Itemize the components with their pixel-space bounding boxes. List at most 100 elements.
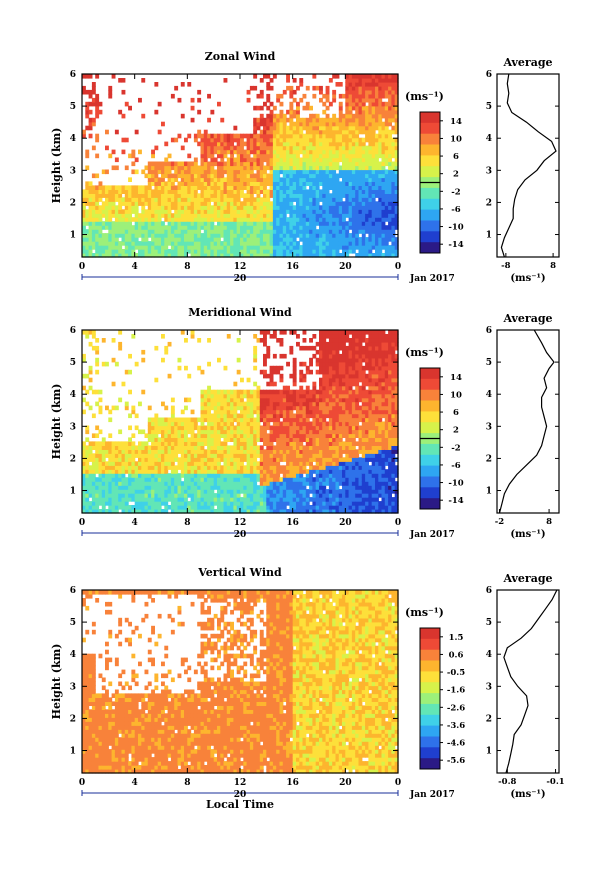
heatmap-cell [226,237,231,242]
heatmap-cell [101,449,106,454]
heatmap-cell [210,449,215,454]
heatmap-cell [375,93,379,99]
heatmap-cell [282,129,287,135]
heatmap-cell [164,241,169,246]
heatmap-cell [128,477,132,482]
heatmap-cell [282,225,287,230]
heatmap-cell [253,493,258,498]
heatmap-cell [210,241,215,246]
heatmap-cell [210,389,215,395]
heatmap-cell [121,209,126,214]
heatmap-cell [88,509,93,514]
heatmap-cell [325,117,330,123]
heatmap-cell [266,177,271,182]
heatmap-cell [256,149,261,155]
heatmap-cell [272,225,277,230]
heatmap-cell [141,457,146,462]
heatmap-cell [381,85,386,91]
heatmap-cell [259,161,264,167]
heatmap-cell [223,449,228,454]
heatmap-cell [272,369,277,375]
heatmap-cell [249,241,254,246]
heatmap-cell [378,113,383,119]
heatmap-cell [180,417,185,423]
heatmap-cell [141,209,146,214]
heatmap-cell [161,181,165,186]
heatmap-cell [253,129,258,135]
heatmap-cell [177,213,182,218]
heatmap-cell [85,209,90,214]
heatmap-cell [266,465,271,470]
heatmap-cell [134,449,139,454]
heatmap-cell [131,509,136,514]
heatmap-cell [105,477,109,482]
heatmap-cell [177,249,182,254]
heatmap-cell [375,209,379,214]
heatmap-cell [305,157,310,163]
heatmap-cell [138,497,142,502]
heatmap-cell [217,417,221,423]
heatmap-cell [88,505,93,510]
heatmap-cell [269,433,274,438]
heatmap-cell [246,217,251,222]
heatmap-cell [108,485,113,490]
heatmap-cell [203,181,208,186]
heatmap-cell [282,193,287,198]
heatmap-cell [286,217,290,222]
heatmap-cell [371,193,376,198]
heatmap-cell [243,489,248,494]
heatmap-cell [226,177,231,182]
heatmap-cell [95,357,100,363]
heatmap-cell [253,153,258,159]
heatmap-cell [128,493,132,498]
heatmap-cell [249,469,254,474]
heatmap-cell [243,141,248,147]
heatmap-cell [296,113,300,119]
heatmap-cell [246,173,251,179]
heatmap-cell [351,133,356,139]
heatmap-cell [315,173,320,179]
heatmap-cell [355,233,360,238]
heatmap-cell [193,205,198,210]
heatmap-cell [335,193,340,198]
heatmap-cell [253,233,258,238]
heatmap-cell [342,205,346,210]
heatmap-cell [325,241,330,246]
heatmap-cell [282,437,287,442]
heatmap-cell [91,485,96,490]
heatmap-cell [263,193,267,198]
heatmap-cell [88,93,93,99]
heatmap-cell [289,217,294,222]
heatmap-cell [263,245,267,250]
heatmap-cell [164,157,169,163]
heatmap-cell [391,137,396,143]
heatmap-cell [302,153,307,159]
profile-y-tick-label: 3 [486,166,492,176]
heatmap-cell [256,181,261,186]
heatmap-cell [233,453,238,458]
heatmap-cell [279,341,284,347]
heatmap-cell [371,141,376,147]
heatmap-cell [240,137,244,143]
heatmap-cell [371,197,376,202]
heatmap-cell [170,501,175,506]
heatmap-cell [177,97,182,103]
heatmap-cell [292,445,297,450]
heatmap-cell [197,493,202,498]
heatmap-cell [141,78,146,83]
heatmap-cell [276,481,281,486]
heatmap-cell [170,253,175,258]
heatmap-cell [289,205,294,210]
heatmap-cell [91,469,96,474]
heatmap-cell [368,113,373,119]
heatmap-cell [272,397,277,403]
heatmap-cell [98,249,103,254]
heatmap-cell [95,209,100,214]
heatmap-cell [197,509,202,514]
heatmap-cell [95,389,100,395]
heatmap-cell [177,169,182,175]
heatmap-cell [253,381,258,387]
heatmap-cell [319,253,323,258]
heatmap-cell [141,469,146,474]
heatmap-cell [263,185,267,190]
